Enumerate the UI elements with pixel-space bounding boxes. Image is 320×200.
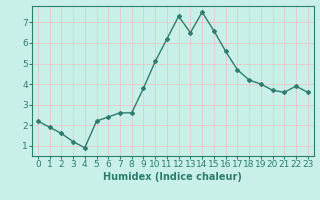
X-axis label: Humidex (Indice chaleur): Humidex (Indice chaleur) <box>103 172 242 182</box>
